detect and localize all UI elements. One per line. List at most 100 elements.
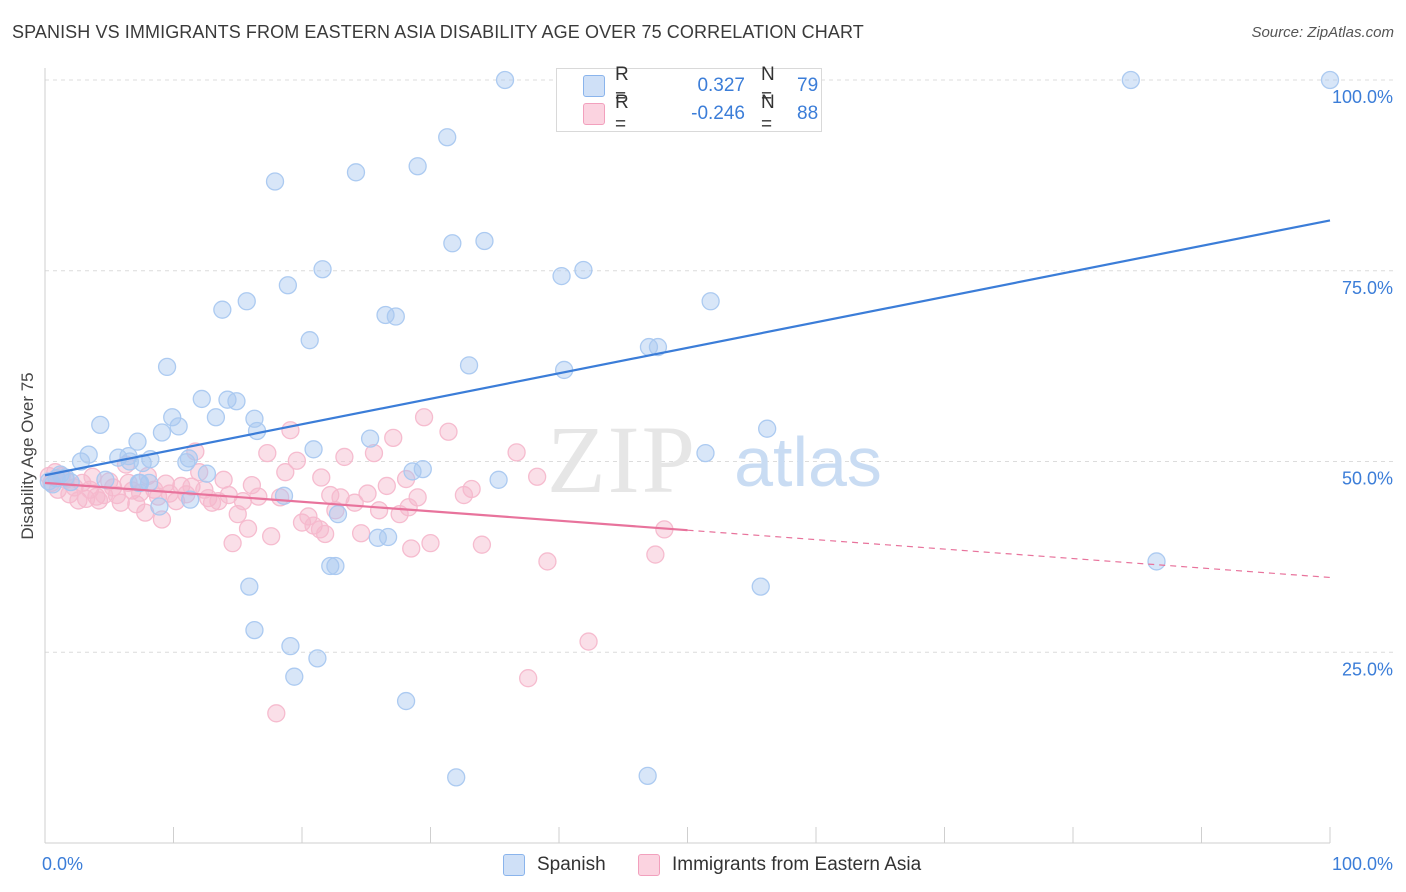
- point-spanish: [368, 528, 387, 547]
- point-immigrants: [69, 491, 88, 510]
- point-spanish: [181, 490, 200, 509]
- point-immigrants: [369, 501, 389, 520]
- source-credit: Source: ZipAtlas.com: [1251, 24, 1394, 41]
- point-immigrants: [579, 632, 598, 651]
- point-spanish: [213, 300, 232, 319]
- point-immigrants: [538, 552, 557, 571]
- point-immigrants: [312, 468, 331, 487]
- x-tick-label: 100.0%: [1332, 854, 1393, 874]
- legend-item-spanish[interactable]: Spanish: [503, 852, 606, 878]
- legend-swatch-spanish: [583, 75, 605, 97]
- point-immigrants: [262, 527, 281, 546]
- point-immigrants: [358, 484, 377, 503]
- point-spanish: [696, 443, 715, 463]
- trend-lines: [44, 219, 1331, 579]
- trend-line-immigrants: [44, 481, 688, 532]
- point-spanish: [278, 276, 298, 295]
- point-spanish: [61, 472, 80, 492]
- point-spanish: [245, 620, 264, 640]
- point-immigrants: [462, 479, 481, 499]
- legend-swatch-immigrants: [638, 854, 660, 876]
- point-immigrants: [242, 476, 262, 495]
- point-immigrants: [190, 463, 209, 482]
- point-spanish: [1320, 70, 1340, 90]
- point-immigrants: [111, 493, 130, 512]
- point-immigrants: [249, 487, 268, 506]
- point-spanish: [386, 307, 405, 326]
- point-immigrants: [299, 507, 318, 526]
- point-spanish: [489, 470, 508, 489]
- point-spanish: [169, 417, 188, 436]
- point-immigrants: [414, 408, 434, 427]
- legend-n-value: 79: [797, 75, 819, 96]
- point-spanish: [240, 577, 259, 596]
- correlation-legend: R = 0.327 N = 79 R = -0.246 N = 88: [556, 64, 822, 135]
- watermark-atlas: atlas: [734, 423, 882, 501]
- point-immigrants: [646, 545, 665, 564]
- legend-r-value: 0.327: [697, 75, 745, 96]
- point-immigrants: [89, 491, 109, 510]
- point-spanish: [285, 667, 304, 686]
- point-spanish: [638, 766, 657, 786]
- y-tick-label: 100.0%: [1332, 87, 1393, 107]
- point-immigrants: [399, 498, 418, 517]
- legend-swatch-spanish: [503, 854, 525, 876]
- point-spanish: [574, 260, 593, 280]
- y-axis-label: Disability Age Over 75: [18, 372, 37, 540]
- point-immigrants: [402, 539, 421, 558]
- chart-title: SPANISH VS IMMIGRANTS FROM EASTERN ASIA …: [12, 22, 864, 42]
- point-spanish: [378, 527, 398, 547]
- legend-r-value: -0.246: [691, 103, 745, 124]
- point-spanish: [91, 415, 110, 435]
- point-spanish: [265, 172, 285, 191]
- watermark: ZIP atlas: [547, 406, 882, 513]
- point-spanish: [438, 128, 457, 147]
- point-immigrants: [377, 476, 396, 496]
- point-immigrants: [214, 470, 233, 489]
- legend-r-label: R =: [615, 64, 629, 107]
- point-spanish: [758, 419, 777, 438]
- point-spanish: [346, 163, 366, 182]
- point-spanish: [96, 470, 115, 489]
- point-spanish: [313, 260, 332, 279]
- point-spanish: [128, 432, 147, 451]
- point-spanish: [396, 691, 416, 711]
- point-spanish: [192, 389, 211, 409]
- y-tick-label: 50.0%: [1342, 469, 1393, 489]
- point-spanish: [447, 768, 466, 787]
- point-spanish: [554, 360, 574, 380]
- point-spanish: [495, 70, 515, 90]
- point-spanish: [179, 449, 199, 468]
- axes: [44, 68, 1331, 844]
- point-immigrants: [276, 463, 295, 482]
- point-immigrants: [238, 519, 258, 538]
- point-spanish: [150, 497, 169, 516]
- point-spanish: [751, 577, 770, 596]
- watermark-zip: ZIP: [547, 406, 697, 513]
- point-spanish: [413, 459, 432, 479]
- trend-line-immigrants-extrapolated: [687, 529, 1331, 579]
- point-immigrants: [439, 422, 458, 441]
- legend-swatch-immigrants: [583, 103, 605, 125]
- point-immigrants: [233, 492, 253, 511]
- point-spanish: [157, 357, 177, 377]
- point-immigrants: [519, 669, 538, 688]
- point-spanish: [321, 556, 340, 576]
- legend-item-immigrants[interactable]: Immigrants from Eastern Asia: [638, 852, 921, 878]
- series-legend: Spanish Immigrants from Eastern Asia: [0, 852, 1406, 878]
- point-immigrants: [421, 533, 440, 553]
- point-spanish: [1121, 70, 1140, 90]
- point-immigrants: [258, 443, 277, 463]
- point-spanish: [139, 473, 159, 493]
- point-spanish: [79, 445, 98, 464]
- legend-n-label: N =: [761, 92, 775, 135]
- point-spanish: [1147, 552, 1166, 571]
- point-immigrants: [223, 533, 242, 553]
- point-spanish: [459, 356, 479, 375]
- point-spanish: [328, 504, 348, 524]
- point-immigrants: [528, 467, 547, 486]
- point-immigrants: [472, 535, 492, 554]
- point-spanish: [701, 292, 720, 311]
- point-spanish: [360, 429, 380, 448]
